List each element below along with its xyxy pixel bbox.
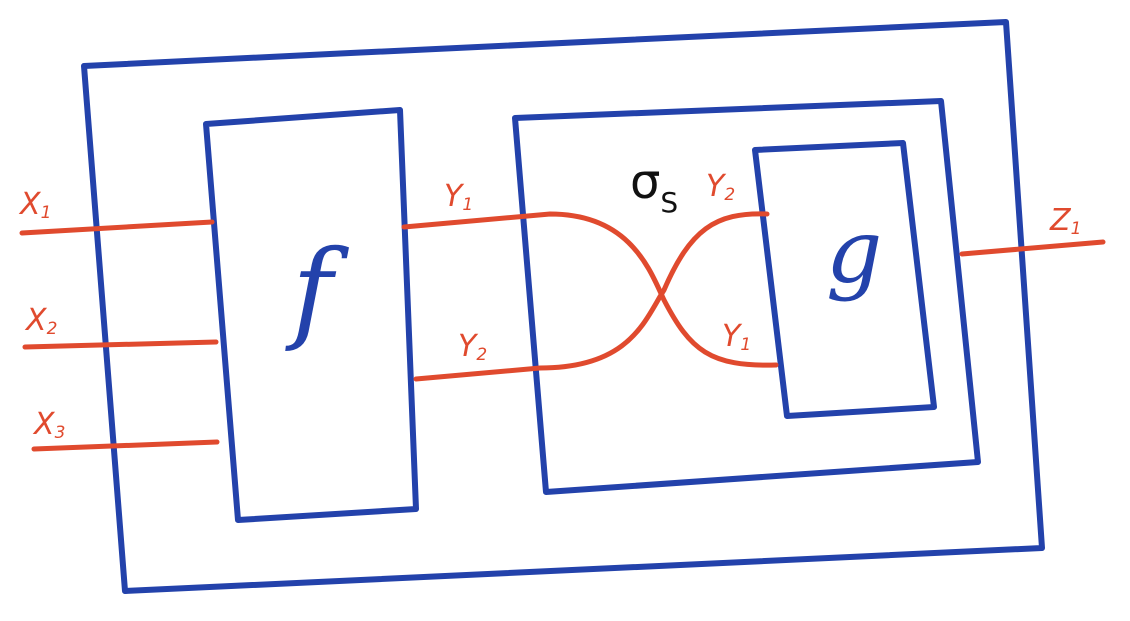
label-z1: Z1 — [1049, 203, 1081, 239]
label-y1-f-sub: 1 — [462, 195, 473, 215]
f-box — [203, 107, 419, 523]
label-x3-sub: 3 — [55, 423, 66, 443]
label-x3-base: X — [32, 407, 56, 442]
label-x2: X2 — [24, 303, 57, 339]
label-y1-g: Y1 — [722, 319, 751, 355]
sigma-symbol: σ — [630, 154, 660, 210]
label-x1-base: X — [18, 187, 42, 222]
label-x3: X3 — [32, 407, 65, 443]
label-y2-g-base: Y — [706, 169, 727, 204]
outer-box — [81, 19, 1045, 594]
label-y2-f: Y2 — [458, 329, 487, 365]
label-y2-f-sub: 2 — [476, 345, 487, 365]
wire-x1 — [19, 219, 215, 236]
label-y1-f-base: Y — [444, 179, 465, 214]
label-x2-base: X — [24, 303, 48, 338]
label-y1-f: Y1 — [444, 179, 473, 215]
middle-box — [512, 98, 981, 495]
sigma-subscript: S — [660, 186, 678, 219]
label-x2-sub: 2 — [47, 319, 58, 339]
label-y1-g-sub: 1 — [740, 335, 751, 355]
wire-x3 — [31, 439, 220, 452]
f-label: f — [285, 226, 349, 354]
g-box — [752, 140, 937, 419]
wire-z1 — [959, 239, 1106, 257]
label-z1-base: Z — [1049, 203, 1072, 238]
label-y2-f-base: Y — [458, 329, 479, 364]
wire-x2 — [22, 339, 219, 350]
label-y2-g-sub: 2 — [724, 185, 735, 205]
symmetry-label: σS — [630, 154, 678, 219]
label-z1-sub: 1 — [1071, 219, 1082, 239]
wire-y1-from-f — [401, 211, 779, 368]
label-y2-g: Y2 — [706, 169, 735, 205]
wire-y2-from-f — [413, 211, 770, 382]
label-y1-g-base: Y — [722, 319, 743, 354]
label-x1-sub: 1 — [41, 203, 52, 223]
label-x1: X1 — [18, 187, 51, 223]
g-label: g — [826, 200, 882, 303]
